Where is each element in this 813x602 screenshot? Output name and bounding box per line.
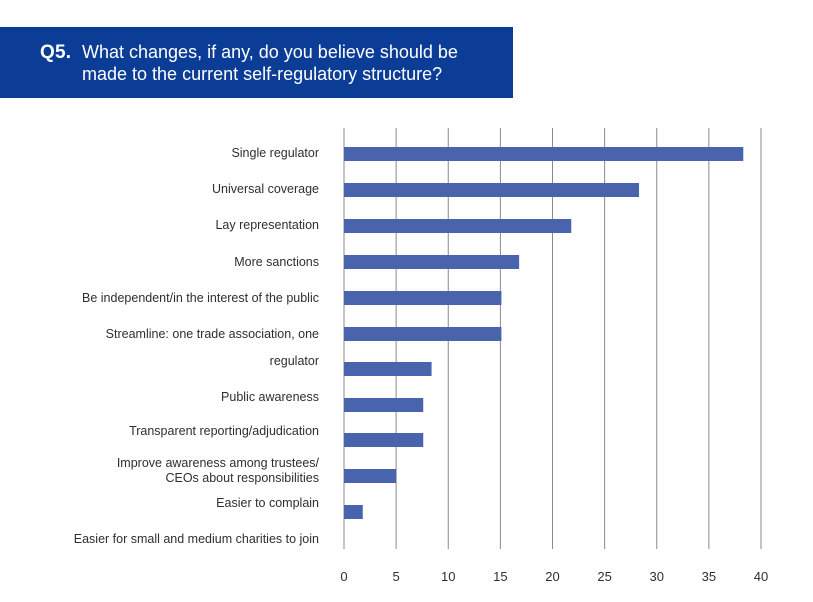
bar-3 — [344, 219, 572, 233]
x-tick-label: 35 — [702, 569, 716, 584]
bar-2 — [344, 183, 640, 197]
category-label: More sanctions — [234, 255, 319, 269]
category-label: Improve awareness among trustees/ CEOs a… — [116, 456, 319, 485]
x-tick-label: 10 — [441, 569, 455, 584]
bar-8 — [344, 398, 424, 412]
category-label: Single regulator — [231, 146, 319, 160]
bar-5 — [344, 291, 502, 305]
category-label: Universal coverage — [212, 182, 319, 196]
bar-1 — [344, 147, 744, 161]
question-title: What changes, if any, do you believe sho… — [82, 42, 458, 84]
x-tick-label: 20 — [545, 569, 559, 584]
category-label: Public awareness — [221, 390, 319, 404]
bar-11 — [344, 505, 363, 519]
category-label: Transparent reporting/adjudication — [129, 424, 319, 438]
category-label-continued: regulator — [269, 354, 319, 368]
bar-6 — [344, 327, 502, 341]
x-tick-label: 30 — [650, 569, 664, 584]
bar-10 — [344, 469, 397, 483]
x-tick-label: 0 — [340, 569, 347, 584]
bar-7 — [344, 362, 432, 376]
category-label: Easier for small and medium charities to… — [73, 532, 319, 546]
question-header: Q5. What changes, if any, do you believe… — [0, 27, 513, 98]
category-label: Easier to complain — [216, 496, 319, 510]
x-tick-label: 25 — [597, 569, 611, 584]
bar-9 — [344, 433, 424, 447]
category-label: Streamline: one trade association, one — [105, 327, 319, 341]
x-tick-label: 5 — [393, 569, 400, 584]
category-label: Be independent/in the interest of the pu… — [82, 291, 319, 305]
category-label: Lay representation — [215, 218, 319, 232]
bar-4 — [344, 255, 520, 269]
x-tick-label: 40 — [754, 569, 768, 584]
question-number: Q5. — [40, 42, 72, 63]
x-tick-label: 15 — [493, 569, 507, 584]
